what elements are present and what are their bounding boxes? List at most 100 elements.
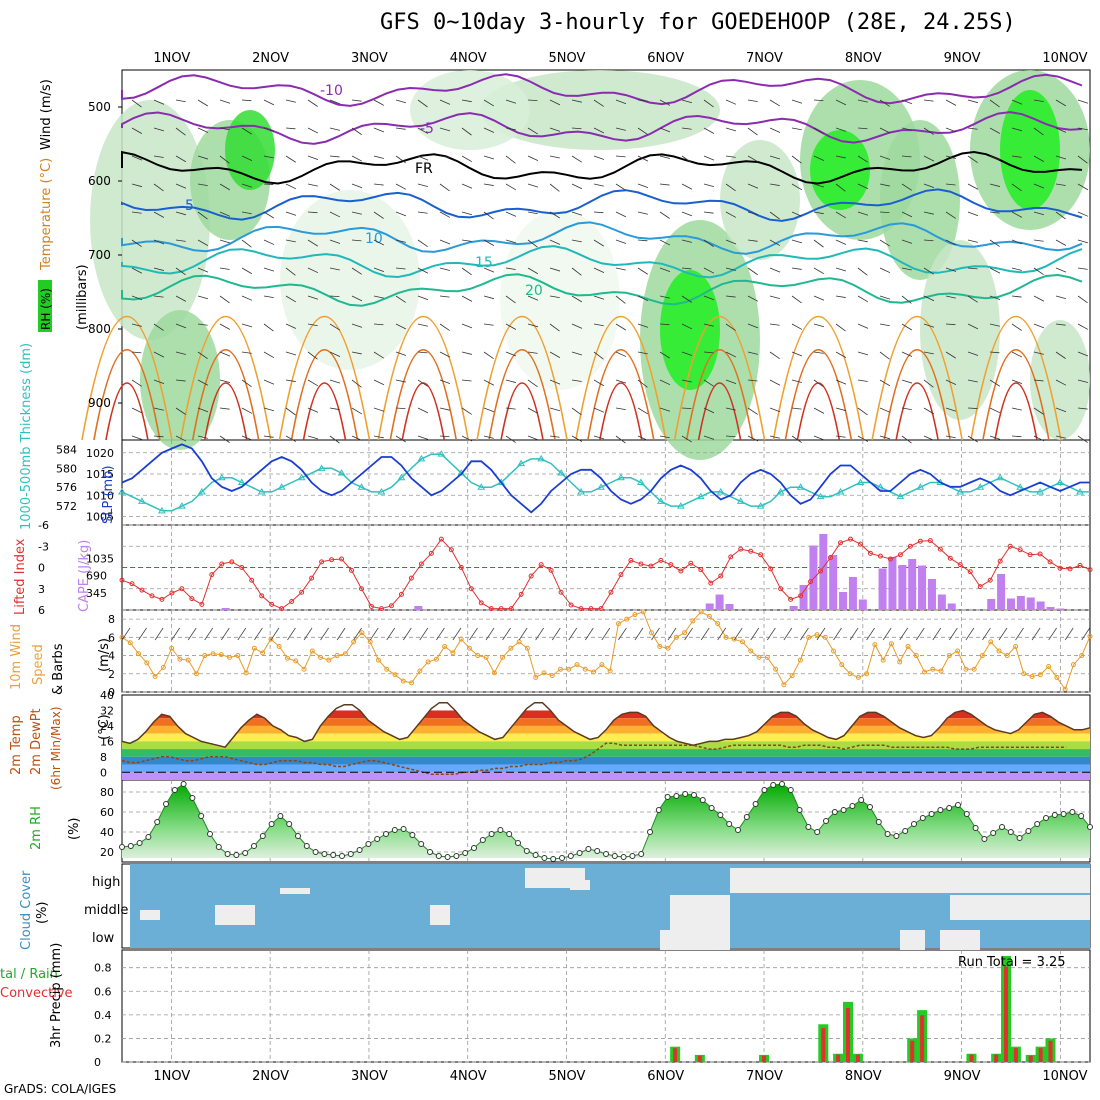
wind-marker [979, 653, 985, 659]
wind-barb [703, 239, 714, 247]
wind-barb [725, 211, 737, 218]
rh-marker [145, 834, 152, 840]
wind-marker [1037, 672, 1043, 678]
wind-barb [219, 239, 231, 244]
li-marker [578, 606, 584, 612]
wind-barb [351, 183, 363, 189]
warm-contour [673, 315, 766, 441]
wind-barb [901, 267, 912, 271]
rh-marker [1069, 809, 1076, 815]
wind-barb [285, 267, 296, 276]
wind-barb-10m [949, 627, 958, 641]
li-marker [498, 606, 504, 612]
warm-contour [575, 315, 667, 441]
rh-marker [647, 829, 653, 835]
rh-blob [410, 70, 530, 150]
wind-barb-10m [287, 627, 296, 641]
li-marker [808, 579, 814, 585]
wind-barb [637, 155, 649, 162]
wind-marker [185, 657, 191, 663]
wind-barb [285, 379, 296, 382]
wind-barb [219, 295, 230, 304]
li-marker [768, 566, 774, 572]
temp-band [122, 710, 1090, 719]
cape-bar [715, 594, 724, 610]
rh-marker [427, 849, 433, 855]
wind-barb [197, 435, 208, 439]
wind-barb [241, 351, 252, 354]
wind-barb-10m [138, 627, 147, 641]
li-marker [877, 553, 883, 559]
precip-tick: 0.6 [94, 985, 112, 998]
thickness-marker [956, 487, 965, 495]
wind-barb [395, 239, 406, 243]
wind-marker [872, 642, 878, 648]
wind-barb [483, 99, 495, 107]
wind-barb [285, 239, 296, 243]
wind-barb-10m [1081, 627, 1091, 641]
precip-conv-bar [762, 1055, 767, 1062]
upper-wind-label: Wind (m/s) [39, 79, 54, 150]
rh-marker [233, 852, 240, 858]
rh-marker [1043, 815, 1049, 821]
x-tick-bottom: 6NOV [647, 1069, 684, 1084]
li-marker [219, 561, 225, 567]
wind-barb [571, 239, 582, 243]
rh-blob [1030, 320, 1090, 440]
wind-tick: 0 [108, 686, 115, 699]
wind-barb [571, 155, 582, 163]
wind-barb [637, 407, 649, 415]
wind-barb [439, 239, 451, 245]
wind-marker [276, 643, 282, 649]
wind-barb [857, 239, 868, 243]
li-marker [698, 567, 704, 573]
rh-marker [391, 827, 398, 833]
wind-barb [131, 155, 143, 161]
wind-marker [1070, 662, 1076, 668]
li-marker [159, 596, 165, 602]
wind-marker [334, 653, 340, 659]
wind-barb [813, 379, 824, 388]
thickness-marker [876, 483, 885, 490]
thickness-marker [277, 483, 286, 490]
wind-barb [153, 295, 164, 298]
wind-barb-10m [634, 627, 644, 641]
wind-barb [879, 99, 890, 107]
wind-barb [527, 155, 539, 161]
wind-barb [373, 295, 384, 299]
wind-barb [263, 99, 275, 106]
wind-barb [285, 295, 297, 303]
rh-marker [356, 847, 363, 853]
y-tick-label: 500 [88, 100, 111, 114]
wind-barb [527, 407, 539, 414]
thickness-marker [1056, 478, 1064, 485]
wind-barb [439, 407, 450, 411]
wind-barb [175, 127, 186, 136]
rh-marker [999, 824, 1005, 830]
wind-barb [153, 183, 164, 192]
rh-marker [532, 852, 539, 858]
wind-marker [458, 636, 464, 642]
li-marker [977, 584, 983, 590]
wind-barb [505, 435, 516, 443]
wind-barb [747, 155, 759, 163]
wind-barb [483, 211, 494, 220]
y-tick-label: 800 [88, 322, 111, 336]
rh-area [122, 784, 1090, 859]
wind-marker [764, 654, 770, 660]
wind-barb [901, 351, 913, 357]
wind-barb [835, 211, 847, 219]
wind-barb [395, 379, 406, 383]
wind-barb-10m [402, 627, 412, 641]
rh-blob [660, 270, 720, 390]
wind-barb [285, 99, 296, 103]
warm-contour [697, 382, 742, 441]
wind-barb [703, 99, 714, 108]
wind-barb [637, 267, 648, 275]
li-marker [319, 559, 325, 565]
wind-marker [649, 630, 655, 636]
wind-barb [505, 99, 517, 104]
rh-marker [875, 819, 882, 825]
wind-barbs-title: & Barbs [51, 643, 66, 695]
wind-barb [813, 435, 825, 441]
